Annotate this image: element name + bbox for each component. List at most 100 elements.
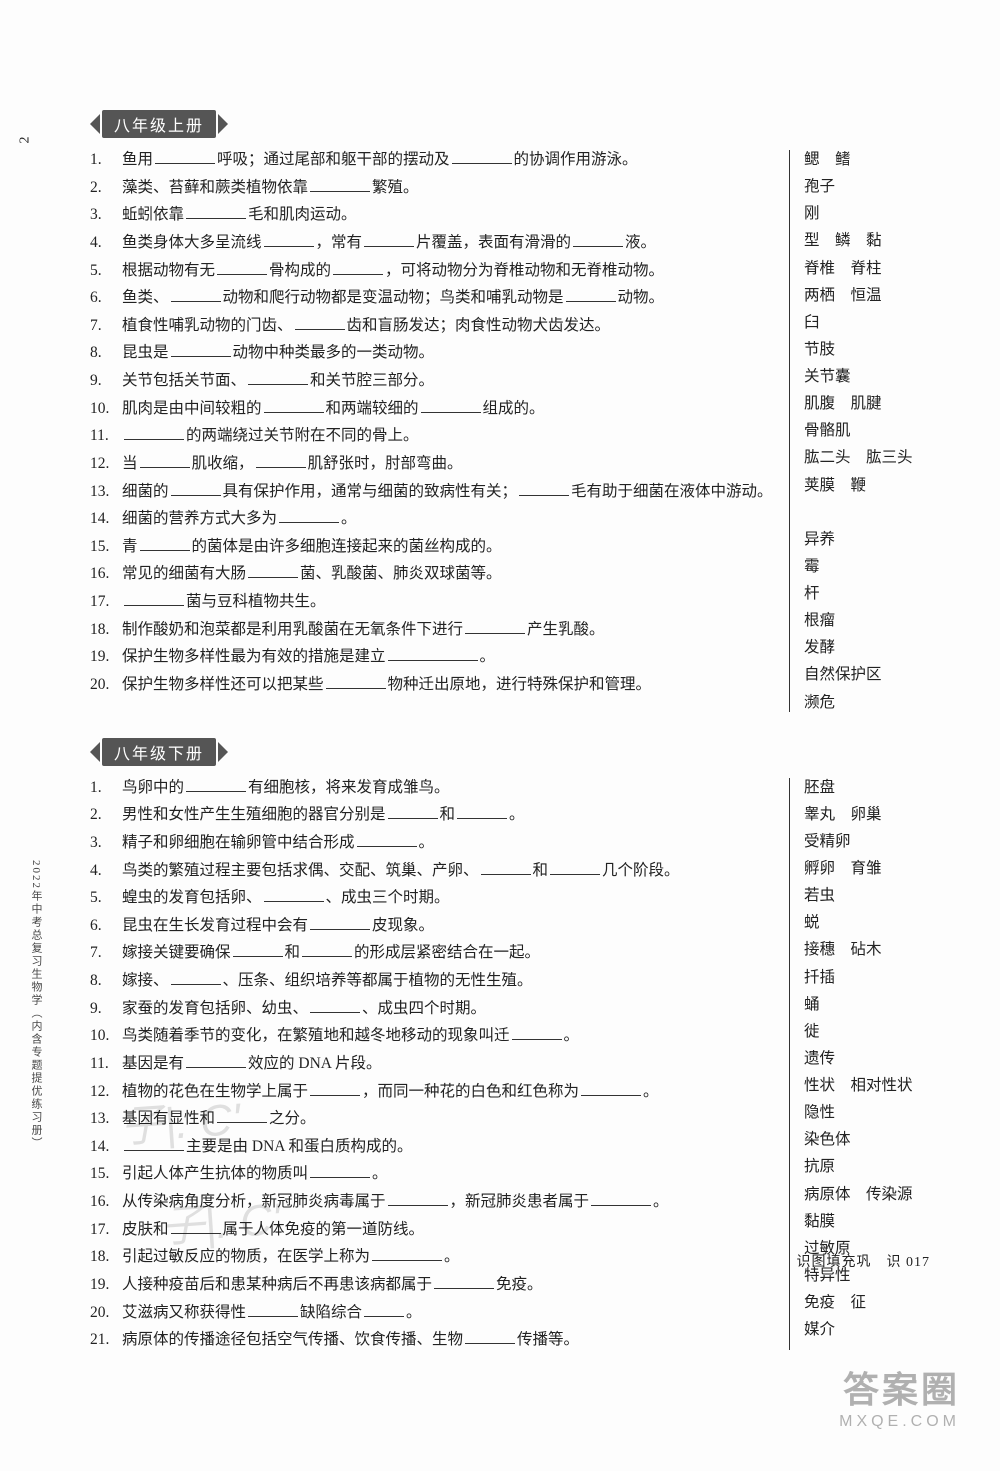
question-number: 11. [90,422,122,449]
question-text: 基因是有效应的 DNA 片段。 [122,1050,775,1077]
question-number: 4. [90,229,122,256]
question-text: 嫁接、、压条、组织培养等都属于植物的无性生殖。 [122,967,775,994]
question-row: 20.保护生物多样性还可以把某些物种迁出原地，进行特殊保护和管理。 [90,671,775,698]
blank [171,342,231,358]
question-row: 7.嫁接关键要确保和的形成层紧密结合在一起。 [90,939,775,966]
blank [248,1301,298,1317]
blank [171,480,221,496]
answer-row: 受精卵 [804,828,940,855]
blank [566,286,616,302]
answer-row: 黏膜 [804,1208,940,1235]
question-text: 家蚕的发育包括卵、幼虫、、成虫四个时期。 [122,995,775,1022]
side-book-title: 2022年中考总复习生物学（内含专题提优练习册） [28,860,44,1150]
question-text: 菌与豆科植物共生。 [122,588,775,615]
answer-row: 型 鳞 黏 [804,227,940,254]
answer-row: 蜕 [804,909,940,936]
question-number: 15. [90,533,122,560]
blank [550,859,600,875]
question-row: 2.男性和女性产生生殖细胞的器官分别是和。 [90,801,775,828]
question-row: 1.鸟卵中的有细胞核，将来发育成雏鸟。 [90,774,775,801]
question-text: 艾滋病又称获得性缺陷综合。 [122,1299,775,1326]
question-row: 10.鸟类随着季节的变化，在繁殖地和越冬地移动的现象叫迁。 [90,1022,775,1049]
question-text: 当肌收缩，肌舒张时，肘部弯曲。 [122,450,775,477]
question-row: 20.艾滋病又称获得性缺陷综合。 [90,1299,775,1326]
answer-row: 荚膜 鞭 [804,472,940,499]
question-row: 8.嫁接、、压条、组织培养等都属于植物的无性生殖。 [90,967,775,994]
answer-row: 孵卵 育雏 [804,855,940,882]
answer-row: 媒介 [804,1316,940,1343]
question-row: 19.保护生物多样性最为有效的措施是建立。 [90,643,775,670]
blank [310,1080,360,1096]
question-number: 8. [90,967,122,994]
question-number: 4. [90,857,122,884]
question-text: 鱼用呼吸；通过尾部和躯干部的摆动及的协调作用游泳。 [122,146,775,173]
question-row: 13.细菌的具有保护作用，通常与细菌的致病性有关；毛有助于细菌在液体中游动。 [90,478,775,505]
question-text: 精子和卵细胞在输卵管中结合形成。 [122,829,775,856]
blank [217,259,267,275]
side-page-number: 2 [18,137,34,144]
section-b-title: 八年级下册 [102,738,216,766]
blank [364,1301,404,1317]
blank [171,969,221,985]
answer-row: 自然保护区 [804,661,940,688]
blank [434,1273,494,1289]
answer-row: 性状 相对性状 [804,1072,940,1099]
answer-row: 濒危 [804,689,940,716]
blank [155,148,215,164]
question-text: 常见的细菌有大肠菌、乳酸菌、肺炎双球菌等。 [122,560,775,587]
blank [357,831,417,847]
blank [233,942,283,958]
blank [310,1163,370,1179]
blank [581,1080,641,1096]
question-number: 9. [90,367,122,394]
question-row: 4.鸟类的繁殖过程主要包括求偶、交配、筑巢、产卵、和几个阶段。 [90,857,775,884]
blank [140,535,190,551]
blank [452,148,512,164]
question-text: 鸟类随着季节的变化，在繁殖地和越冬地移动的现象叫迁。 [122,1022,775,1049]
blank [388,1190,448,1206]
question-number: 21. [90,1326,122,1353]
question-row: 2.藻类、苔藓和蕨类植物依靠繁殖。 [90,174,775,201]
question-text: 鸟卵中的有细胞核，将来发育成雏鸟。 [122,774,775,801]
question-text: 的两端绕过关节附在不同的骨上。 [122,422,775,449]
question-text: 植食性哺乳动物的门齿、齿和盲肠发达；肉食性动物犬齿发达。 [122,312,775,339]
question-row: 1.鱼用呼吸；通过尾部和躯干部的摆动及的协调作用游泳。 [90,146,775,173]
blank [186,776,246,792]
answer-row: 关节囊 [804,363,940,390]
blank [295,314,345,330]
blank [465,1328,515,1344]
question-row: 18.制作酸奶和泡菜都是利用乳酸菌在无氧条件下进行产生乳酸。 [90,616,775,643]
blank [264,231,314,247]
watermark-small: MXQE.COM [839,1413,960,1431]
question-number: 5. [90,884,122,911]
page-footer: 识图填充巩 识 017 [797,1251,931,1271]
answer-row: 孢子 [804,173,940,200]
question-text: 人接种疫苗后和患某种病后不再患该病都属于免疫。 [122,1271,775,1298]
watermark-italic-2: 子|. C' [158,1183,282,1255]
question-row: 16.常见的细菌有大肠菌、乳酸菌、肺炎双球菌等。 [90,560,775,587]
question-row: 9.家蚕的发育包括卵、幼虫、、成虫四个时期。 [90,995,775,1022]
question-number: 6. [90,912,122,939]
question-row: 19.人接种疫苗后和患某种病后不再患该病都属于免疫。 [90,1271,775,1298]
blank [279,507,339,523]
triangle-left-icon [90,114,100,134]
blank [310,997,360,1013]
question-text: 鸟类的繁殖过程主要包括求偶、交配、筑巢、产卵、和几个阶段。 [122,857,775,884]
answer-row: 若虫 [804,882,940,909]
question-number: 7. [90,939,122,966]
question-row: 8.昆虫是动物中种类最多的一类动物。 [90,339,775,366]
question-text: 鱼类身体大多呈流线，常有片覆盖，表面有滑滑的液。 [122,229,775,256]
section-a-header: 八年级上册 [90,110,940,138]
answer-row: 节肢 [804,336,940,363]
question-number: 2. [90,801,122,828]
question-number: 13. [90,478,122,505]
answer-row: 臼 [804,309,940,336]
blank [388,804,438,820]
watermark-big: 答案圈 [839,1361,960,1413]
answer-row: 根瘤 [804,607,940,634]
question-number: 18. [90,616,122,643]
question-row: 15.引起人体产生抗体的物质叫。 [90,1160,775,1187]
question-text: 鱼类、动物和爬行动物都是变温动物；鸟类和哺乳动物是动物。 [122,284,775,311]
question-text: 男性和女性产生生殖细胞的器官分别是和。 [122,801,775,828]
question-number: 1. [90,774,122,801]
